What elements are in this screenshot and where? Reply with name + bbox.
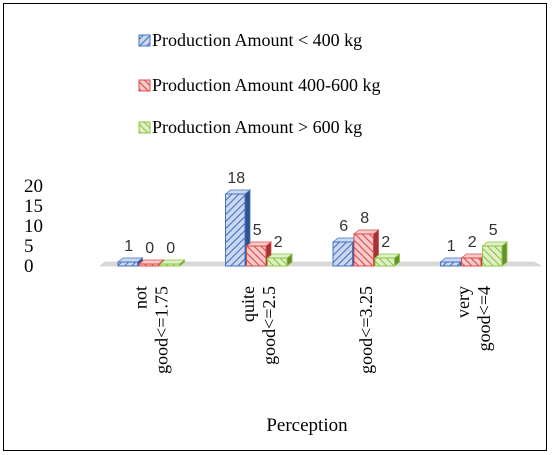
- chart-frame: Production Amount < 400 kg Production Amo…: [3, 3, 547, 451]
- bar: [224, 189, 252, 267]
- x-tick-label: quite: [238, 286, 258, 322]
- x-tick-label: good<=1.75: [151, 286, 171, 374]
- x-tick-label: good<=4: [474, 286, 494, 351]
- bar: [137, 259, 165, 267]
- data-label: 0: [145, 240, 154, 257]
- legend-swatch-2: [138, 79, 151, 92]
- legend-label-3: Production Amount > 600 kg: [152, 117, 362, 137]
- data-label: 5: [489, 222, 498, 239]
- bar: [373, 253, 401, 267]
- legend: Production Amount < 400 kg Production Amo…: [138, 30, 381, 137]
- x-tick-label: good<=2.5: [259, 286, 279, 365]
- legend-label-1: Production Amount < 400 kg: [152, 30, 362, 50]
- y-tick-label: 5: [24, 236, 34, 257]
- data-label: 1: [447, 238, 456, 255]
- data-label: 2: [381, 234, 390, 251]
- y-tick-label: 20: [24, 176, 43, 197]
- legend-item-2: Production Amount 400-600 kg: [138, 75, 381, 95]
- data-label: 0: [166, 240, 175, 257]
- x-tick-label: good<=3.25: [356, 286, 376, 374]
- bar: [481, 241, 509, 267]
- data-label: 8: [360, 210, 369, 227]
- y-tick-label: 15: [24, 196, 43, 217]
- x-tick-label: not: [130, 286, 150, 309]
- data-label: 18: [227, 170, 245, 187]
- x-axis-title: Perception: [266, 415, 348, 436]
- y-tick-label: 0: [24, 256, 34, 277]
- legend-item-1: Production Amount < 400 kg: [138, 30, 362, 50]
- bar: [116, 257, 144, 267]
- legend-item-3: Production Amount > 600 kg: [138, 117, 362, 137]
- bar: [245, 241, 273, 267]
- y-tick-label: 10: [24, 216, 43, 237]
- data-label: 2: [468, 234, 477, 251]
- legend-swatch-3: [138, 121, 151, 134]
- data-label: 5: [253, 222, 262, 239]
- data-label: 1: [124, 238, 133, 255]
- bar: [158, 259, 186, 267]
- data-label: 2: [274, 234, 283, 251]
- bar: [266, 253, 294, 267]
- x-tick-label: very: [453, 286, 473, 318]
- data-label: 6: [339, 218, 348, 235]
- legend-swatch-1: [138, 34, 151, 47]
- x-axis: not good<=1.75 quite good<=2.5 good<=3.25 ver…: [130, 286, 494, 374]
- bar-chart: Production Amount < 400 kg Production Amo…: [24, 30, 543, 436]
- legend-label-2: Production Amount 400-600 kg: [152, 75, 381, 95]
